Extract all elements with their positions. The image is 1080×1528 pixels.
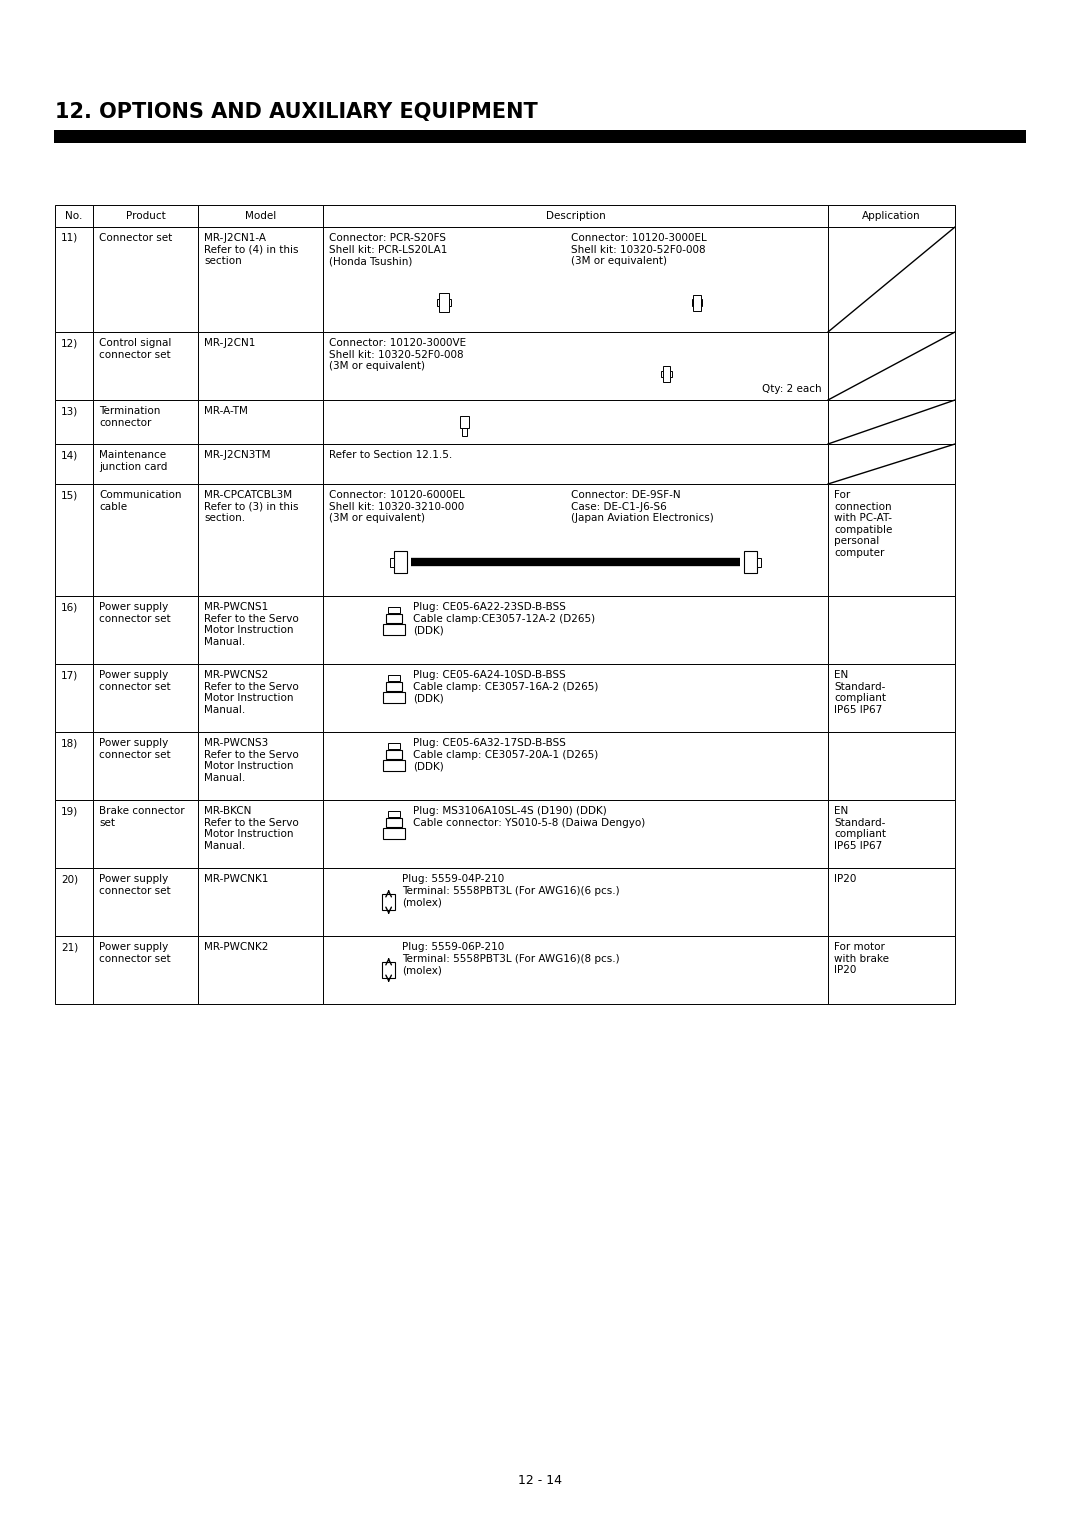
Bar	[93, 484, 198, 596]
Bar	[198, 801, 323, 868]
Bar	[323, 445, 828, 484]
Bar	[386, 750, 402, 758]
Bar	[55, 400, 93, 445]
Bar	[382, 692, 405, 703]
Bar	[386, 681, 402, 691]
Text: Plug: CE05-6A22-23SD-B-BSS
Cable clamp:CE3057-12A-2 (D265)
(DDK): Plug: CE05-6A22-23SD-B-BSS Cable clamp:C…	[413, 602, 595, 636]
Bar	[55, 801, 93, 868]
Bar	[388, 811, 400, 817]
Bar	[323, 801, 828, 868]
Bar	[93, 665, 198, 732]
Bar	[55, 732, 93, 801]
Bar	[386, 614, 402, 622]
Text: Connector set: Connector set	[99, 232, 172, 243]
Text: Connector: DE-9SF-N
Case: DE-C1-J6-S6
(Japan Aviation Electronics): Connector: DE-9SF-N Case: DE-C1-J6-S6 (J…	[571, 490, 714, 523]
Text: Qty: 2 each: Qty: 2 each	[762, 384, 822, 394]
Text: IP20: IP20	[834, 874, 856, 885]
Bar	[828, 205, 955, 228]
Bar	[662, 367, 671, 382]
Bar	[828, 400, 955, 445]
Bar	[828, 732, 955, 801]
Bar	[388, 675, 400, 681]
Bar	[93, 801, 198, 868]
Bar	[828, 228, 955, 332]
Text: No.: No.	[65, 211, 83, 222]
Text: 18): 18)	[60, 738, 78, 749]
Text: Plug: CE05-6A32-17SD-B-BSS
Cable clamp: CE3057-20A-1 (D265)
(DDK): Plug: CE05-6A32-17SD-B-BSS Cable clamp: …	[413, 738, 598, 772]
Text: Connector: 10120-3000VE
Shell kit: 10320-52F0-008
(3M or equivalent): Connector: 10120-3000VE Shell kit: 10320…	[329, 338, 467, 371]
Text: MR-PWCNS2
Refer to the Servo
Motor Instruction
Manual.: MR-PWCNS2 Refer to the Servo Motor Instr…	[204, 669, 299, 715]
Text: Application: Application	[862, 211, 921, 222]
Bar	[323, 596, 828, 665]
Text: Power supply
connector set: Power supply connector set	[99, 669, 171, 692]
Bar	[382, 963, 395, 978]
Bar	[828, 332, 955, 400]
Text: 14): 14)	[60, 451, 78, 460]
Bar	[55, 484, 93, 596]
Text: 12. OPTIONS AND AUXILIARY EQUIPMENT: 12. OPTIONS AND AUXILIARY EQUIPMENT	[55, 102, 538, 122]
Bar	[55, 665, 93, 732]
Bar	[198, 228, 323, 332]
Bar	[382, 623, 405, 636]
Bar	[828, 596, 955, 665]
Text: For
connection
with PC-AT-
compatible
personal
computer: For connection with PC-AT- compatible pe…	[834, 490, 892, 558]
Bar	[198, 445, 323, 484]
Bar	[828, 937, 955, 1004]
Bar	[198, 596, 323, 665]
Bar	[692, 295, 701, 310]
Bar	[55, 445, 93, 484]
Text: MR-PWCNS3
Refer to the Servo
Motor Instruction
Manual.: MR-PWCNS3 Refer to the Servo Motor Instr…	[204, 738, 299, 782]
Text: MR-A-TM: MR-A-TM	[204, 406, 248, 416]
Bar	[198, 484, 323, 596]
Text: EN
Standard-
compliant
IP65 IP67: EN Standard- compliant IP65 IP67	[834, 805, 886, 851]
Text: Control signal
connector set: Control signal connector set	[99, 338, 172, 359]
Text: MR-J2CN1: MR-J2CN1	[204, 338, 255, 348]
Text: MR-PWCNK2: MR-PWCNK2	[204, 941, 268, 952]
Bar	[54, 130, 1026, 144]
Text: EN
Standard-
compliant
IP65 IP67: EN Standard- compliant IP65 IP67	[834, 669, 886, 715]
Bar	[198, 665, 323, 732]
Bar	[691, 299, 692, 306]
Bar	[390, 558, 394, 567]
Bar	[93, 332, 198, 400]
Bar	[382, 894, 395, 911]
Text: Model: Model	[245, 211, 276, 222]
Bar	[661, 371, 662, 377]
Text: MR-PWCNK1: MR-PWCNK1	[204, 874, 268, 885]
Bar	[386, 817, 402, 827]
Bar	[93, 868, 198, 937]
Text: Power supply
connector set: Power supply connector set	[99, 738, 171, 759]
Bar	[323, 228, 828, 332]
Text: Communication
cable: Communication cable	[99, 490, 181, 512]
Bar	[93, 445, 198, 484]
Bar	[382, 759, 405, 772]
Text: 19): 19)	[60, 805, 78, 816]
Bar	[437, 299, 438, 307]
Text: Maintenance
junction card: Maintenance junction card	[99, 451, 167, 472]
Bar	[323, 732, 828, 801]
Bar	[382, 828, 405, 839]
Bar	[323, 484, 828, 596]
Text: Plug: MS3106A10SL-4S (D190) (DDK)
Cable connector: YS010-5-8 (Daiwa Dengyo): Plug: MS3106A10SL-4S (D190) (DDK) Cable …	[413, 805, 645, 828]
Text: 20): 20)	[60, 874, 78, 885]
Text: MR-BKCN
Refer to the Servo
Motor Instruction
Manual.: MR-BKCN Refer to the Servo Motor Instruc…	[204, 805, 299, 851]
Bar	[388, 607, 400, 613]
Bar	[828, 484, 955, 596]
Bar	[55, 228, 93, 332]
Bar	[93, 205, 198, 228]
Text: 16): 16)	[60, 602, 78, 613]
Text: Plug: CE05-6A24-10SD-B-BSS
Cable clamp: CE3057-16A-2 (D265)
(DDK): Plug: CE05-6A24-10SD-B-BSS Cable clamp: …	[413, 669, 598, 703]
Bar	[198, 868, 323, 937]
Text: 12 - 14: 12 - 14	[518, 1473, 562, 1487]
Text: 12): 12)	[60, 338, 78, 348]
Bar	[438, 293, 449, 312]
Bar	[323, 205, 828, 228]
Text: Termination
connector: Termination connector	[99, 406, 160, 428]
Bar	[449, 299, 451, 307]
Text: Power supply
connector set: Power supply connector set	[99, 874, 171, 895]
Text: MR-CPCATCBL3M
Refer to (3) in this
section.: MR-CPCATCBL3M Refer to (3) in this secti…	[204, 490, 298, 523]
Text: Refer to Section 12.1.5.: Refer to Section 12.1.5.	[329, 451, 453, 460]
Bar	[55, 596, 93, 665]
Bar	[394, 552, 407, 573]
Bar	[757, 558, 761, 567]
